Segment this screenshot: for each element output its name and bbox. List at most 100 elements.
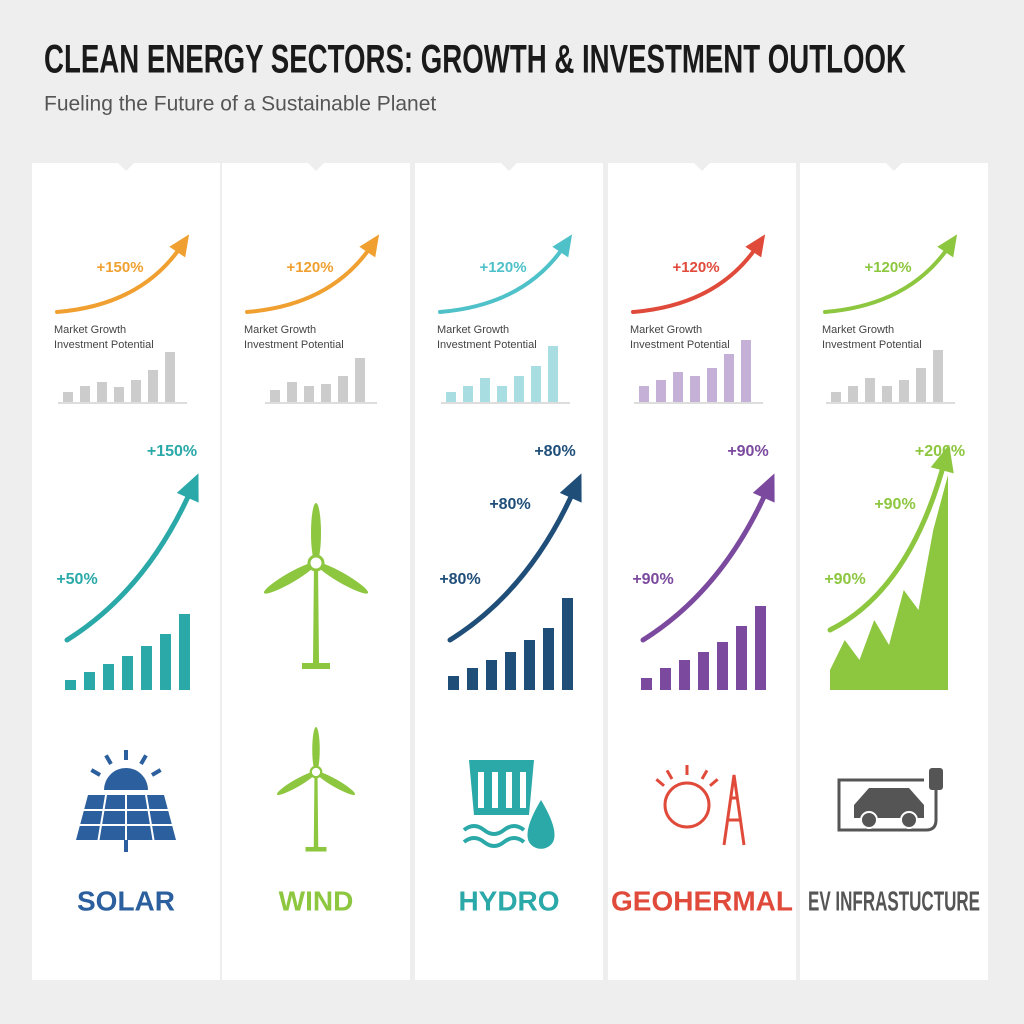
arrow (631, 243, 760, 314)
investment-label: Investment Potential (54, 339, 154, 351)
area (830, 475, 948, 690)
top-label: +120% (286, 259, 333, 276)
mini-bar (899, 380, 909, 402)
mini-bar (270, 390, 280, 402)
mini-bar (497, 386, 507, 402)
mini-bar (321, 384, 331, 402)
top-label: +120% (479, 259, 526, 276)
mini-bar (80, 386, 90, 402)
arrow-head (930, 444, 954, 474)
mini-bar (446, 392, 456, 402)
bar (660, 668, 671, 690)
arrow (64, 485, 195, 643)
turbine-blade (312, 727, 320, 772)
bar (84, 672, 95, 690)
mini-bar (707, 368, 717, 402)
arrow-head (359, 234, 380, 258)
car (854, 788, 924, 818)
sun (104, 768, 148, 790)
title: CLEAN ENERGY SECTORS: GROWTH & INVESTMEN… (44, 38, 906, 82)
turbine-tower (313, 563, 319, 663)
wheel (900, 811, 918, 829)
arrow-head (176, 473, 199, 503)
bar (160, 634, 171, 690)
growth-label: Market Growth (437, 324, 509, 336)
bar (486, 660, 497, 690)
drop (527, 800, 555, 849)
heat-ray (709, 778, 719, 787)
chart-label: +80% (534, 443, 575, 460)
sector-name: SOLAR (77, 885, 175, 916)
bar (679, 660, 690, 690)
investment-label: Investment Potential (244, 339, 344, 351)
mini-bar (463, 386, 473, 402)
turbine-tower (313, 772, 319, 847)
heat-ray (655, 778, 665, 787)
mini-bar (287, 382, 297, 402)
mini-bar (97, 382, 107, 402)
turbine-base (305, 847, 327, 852)
mini-bar (338, 376, 348, 402)
arrow (640, 485, 771, 643)
wave (462, 836, 526, 848)
dam-gate (478, 772, 484, 808)
turbine-blade (315, 771, 356, 795)
turbine-blade (311, 503, 321, 563)
panel-line (97, 794, 107, 841)
chart-label: +90% (727, 443, 768, 460)
investment-label: Investment Potential (630, 339, 730, 351)
dam (469, 760, 534, 815)
arrow-head (559, 473, 582, 503)
panel-stand (124, 840, 128, 852)
mini-bar (131, 380, 141, 402)
bar (122, 656, 133, 690)
sector-name: HYDRO (458, 885, 559, 916)
mini-bar (639, 386, 649, 402)
bar (543, 628, 554, 690)
arrow-head (937, 234, 958, 258)
mini-bar (355, 358, 365, 402)
bar (755, 606, 766, 690)
arrow (827, 457, 948, 633)
investment-label: Investment Potential (822, 339, 922, 351)
mini-bar (304, 386, 314, 402)
mini-bar (480, 378, 490, 402)
growth-label: Market Growth (54, 324, 126, 336)
mini-bar (865, 378, 875, 402)
mini-bar (690, 376, 700, 402)
mini-bar (831, 392, 841, 402)
arrow-head (745, 234, 766, 258)
mini-bar (165, 352, 175, 402)
chart-label: +90% (632, 571, 673, 588)
bar (524, 640, 535, 690)
bar (641, 678, 652, 690)
arrow (438, 243, 567, 314)
turbine-hub (307, 554, 325, 572)
plug (929, 768, 943, 790)
growth-label: Market Growth (244, 324, 316, 336)
mini-bar (916, 368, 926, 402)
mini-bar (848, 386, 858, 402)
sector-name: WIND (279, 885, 354, 916)
mini-bar (933, 350, 943, 402)
mini-bar (673, 372, 683, 402)
bar (103, 664, 114, 690)
chart-label: +90% (824, 571, 865, 588)
arrow (823, 243, 952, 314)
arrow (447, 485, 578, 643)
chart-label: +50% (56, 571, 97, 588)
wave (462, 824, 526, 836)
sector-name: GEOHERMAL (611, 885, 793, 916)
mini-bar (514, 376, 524, 402)
turbine-blade (263, 562, 317, 594)
top-label: +120% (672, 259, 719, 276)
bar (698, 652, 709, 690)
arrow (245, 243, 374, 314)
chart-label: +200% (915, 443, 965, 460)
mini-bar (114, 387, 124, 402)
mini-bar (63, 392, 73, 402)
heat-ray (665, 769, 674, 780)
dam-gate (506, 772, 512, 808)
turbine-blade (276, 771, 317, 795)
chart-label: +80% (439, 571, 480, 588)
